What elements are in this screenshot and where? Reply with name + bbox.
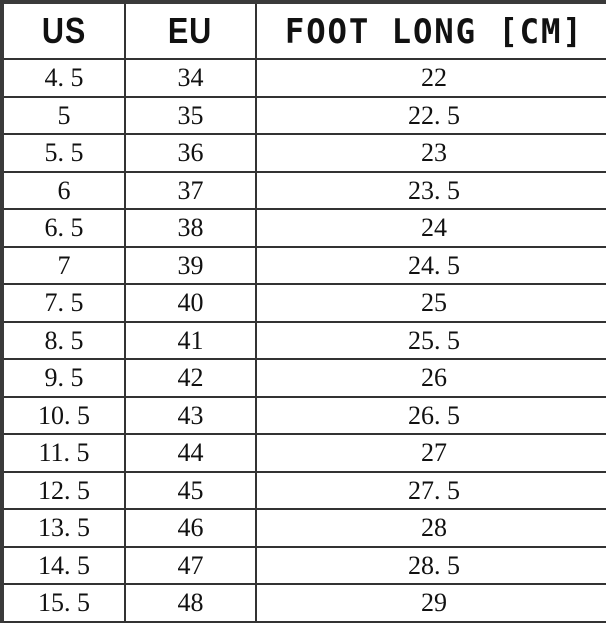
table-row: 5 35 22. 5 — [1, 95, 606, 135]
table-row: 6. 5 38 24 — [1, 208, 606, 248]
table-row: 14. 5 47 28. 5 — [1, 545, 606, 585]
foot-length-cell: 27. 5 — [255, 470, 606, 510]
foot-length-cell: 23. 5 — [255, 170, 606, 210]
eu-size-cell: 42 — [124, 358, 257, 398]
us-size-cell: 12. 5 — [1, 470, 126, 510]
header-eu: EU — [124, 1, 257, 60]
eu-size-cell: 38 — [124, 208, 257, 248]
eu-size-cell: 46 — [124, 508, 257, 548]
us-size-cell: 6 — [1, 170, 126, 210]
table-row: 7 39 24. 5 — [1, 245, 606, 285]
table-row: 15. 5 48 29 — [1, 583, 606, 623]
foot-length-cell: 28 — [255, 508, 606, 548]
foot-length-cell: 26 — [255, 358, 606, 398]
eu-size-cell: 36 — [124, 133, 257, 173]
table-row: 5. 5 36 23 — [1, 133, 606, 173]
us-size-cell: 13. 5 — [1, 508, 126, 548]
table-row: 12. 5 45 27. 5 — [1, 470, 606, 510]
eu-size-cell: 39 — [124, 245, 257, 285]
eu-size-cell: 40 — [124, 283, 257, 323]
us-size-cell: 4. 5 — [1, 58, 126, 98]
foot-length-cell: 26. 5 — [255, 395, 606, 435]
table-row: 8. 5 41 25. 5 — [1, 320, 606, 360]
header-us-label: US — [41, 10, 87, 51]
table-row: 4. 5 34 22 — [1, 58, 606, 98]
us-size-cell: 5 — [1, 95, 126, 135]
foot-length-cell: 28. 5 — [255, 545, 606, 585]
us-size-cell: 7 — [1, 245, 126, 285]
foot-length-cell: 27 — [255, 433, 606, 473]
table-row: 6 37 23. 5 — [1, 170, 606, 210]
table-row: 10. 5 43 26. 5 — [1, 395, 606, 435]
eu-size-cell: 37 — [124, 170, 257, 210]
header-eu-label: EU — [168, 10, 213, 51]
us-size-cell: 7. 5 — [1, 283, 126, 323]
header-foot-length-label: FOOT LONG [CM] — [284, 12, 584, 52]
us-size-cell: 14. 5 — [1, 545, 126, 585]
us-size-cell: 5. 5 — [1, 133, 126, 173]
table-row: 9. 5 42 26 — [1, 358, 606, 398]
foot-length-cell: 22 — [255, 58, 606, 98]
foot-length-cell: 24. 5 — [255, 245, 606, 285]
eu-size-cell: 34 — [124, 58, 257, 98]
table-row: 13. 5 46 28 — [1, 508, 606, 548]
eu-size-cell: 43 — [124, 395, 257, 435]
header-foot-length: FOOT LONG [CM] — [255, 1, 606, 60]
foot-length-cell: 29 — [255, 583, 606, 623]
header-row: US EU FOOT LONG [CM] — [1, 1, 606, 60]
eu-size-cell: 41 — [124, 320, 257, 360]
us-size-cell: 10. 5 — [1, 395, 126, 435]
eu-size-cell: 35 — [124, 95, 257, 135]
header-us: US — [1, 1, 126, 60]
table-row: 11. 5 44 27 — [1, 433, 606, 473]
us-size-cell: 6. 5 — [1, 208, 126, 248]
foot-length-cell: 22. 5 — [255, 95, 606, 135]
foot-length-cell: 24 — [255, 208, 606, 248]
us-size-cell: 9. 5 — [1, 358, 126, 398]
eu-size-cell: 44 — [124, 433, 257, 473]
table-row: 7. 5 40 25 — [1, 283, 606, 323]
eu-size-cell: 45 — [124, 470, 257, 510]
eu-size-cell: 47 — [124, 545, 257, 585]
us-size-cell: 15. 5 — [1, 583, 126, 623]
eu-size-cell: 48 — [124, 583, 257, 623]
us-size-cell: 8. 5 — [1, 320, 126, 360]
us-size-cell: 11. 5 — [1, 433, 126, 473]
foot-length-cell: 25 — [255, 283, 606, 323]
foot-length-cell: 25. 5 — [255, 320, 606, 360]
foot-length-cell: 23 — [255, 133, 606, 173]
